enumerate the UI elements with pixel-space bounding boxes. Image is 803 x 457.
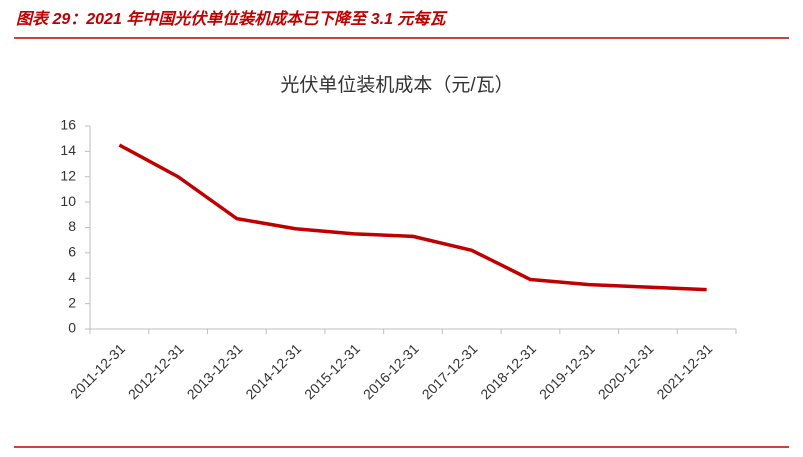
x-tick-label: 2013-12-31 <box>184 340 246 402</box>
x-tick-label: 2017-12-31 <box>419 340 481 402</box>
y-tick-label: 4 <box>68 269 76 285</box>
x-tick-label: 2019-12-31 <box>536 340 598 402</box>
y-tick-label: 10 <box>60 193 76 209</box>
chart-title: 光伏单位装机成本（元/瓦） <box>280 74 513 96</box>
x-tick-label: 2012-12-31 <box>125 340 187 402</box>
x-tick-label: 2011-12-31 <box>67 340 128 401</box>
x-tick-label: 2015-12-31 <box>301 340 363 402</box>
y-tick-label: 0 <box>68 320 76 336</box>
y-tick-label: 14 <box>60 142 76 158</box>
x-tick-label: 2020-12-31 <box>595 340 657 402</box>
y-tick-label: 2 <box>68 294 76 310</box>
x-tick-label: 2014-12-31 <box>242 340 304 402</box>
line-series <box>118 143 707 292</box>
x-tick-label: 2016-12-31 <box>360 340 422 402</box>
y-tick-label: 8 <box>68 218 76 234</box>
x-tick-label: 2021-12-31 <box>653 340 715 402</box>
y-tick-label: 16 <box>60 117 76 133</box>
y-tick-label: 6 <box>68 244 76 260</box>
header-title: 图表 29：2021 年中国光伏单位装机成本已下降至 3.1 元每瓦 <box>16 10 448 28</box>
x-tick-label: 2018-12-31 <box>477 340 539 402</box>
y-tick-label: 12 <box>60 167 76 183</box>
